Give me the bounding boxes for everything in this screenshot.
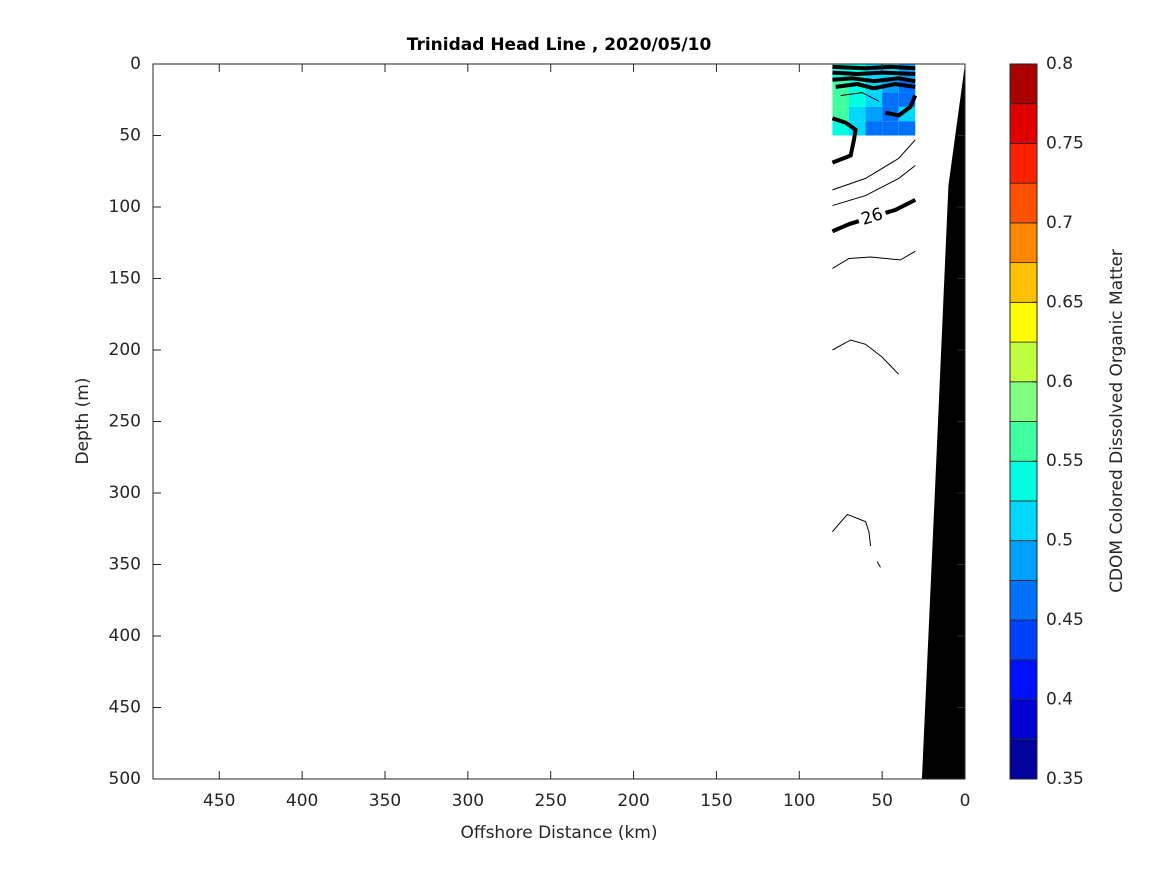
y-tick-label: 50	[119, 126, 141, 146]
colorbar-tick-label: 0.7	[1046, 213, 1073, 233]
colorbar-tick-label: 0.35	[1046, 769, 1084, 789]
colorbar-band	[1009, 659, 1038, 700]
x-tick-label: 50	[871, 791, 893, 811]
field-cell	[865, 92, 883, 107]
contour-line	[832, 165, 916, 207]
colorbar-band	[1009, 579, 1038, 621]
x-tick-label: 450	[203, 791, 235, 811]
colorbar-band	[1009, 301, 1038, 343]
y-tick-label: 300	[109, 483, 141, 503]
colorbar-band	[1009, 381, 1038, 422]
y-tick-label: 350	[109, 555, 141, 575]
colorbar-band	[1009, 421, 1038, 462]
colorbar-tick-label: 0.6	[1046, 372, 1073, 392]
colorbar-tick-label: 0.65	[1046, 292, 1084, 312]
colorbar-band	[1009, 222, 1038, 264]
field-cell	[832, 92, 849, 107]
colorbar-band	[1009, 63, 1038, 105]
contour-line	[832, 250, 916, 269]
chart-title: Trinidad Head Line , 2020/05/10	[407, 35, 712, 55]
field-cell	[849, 92, 866, 107]
contour-line	[885, 94, 918, 118]
field-cell	[849, 106, 866, 122]
y-tick-label: 0	[130, 54, 141, 74]
field-cell	[865, 106, 883, 122]
contour-line	[832, 513, 872, 546]
colorbar-tick-label: 0.75	[1046, 133, 1084, 153]
contour-line	[840, 92, 880, 102]
field-cell	[849, 121, 866, 136]
field-cell	[882, 92, 899, 107]
colorbar-tick-label: 0.8	[1046, 54, 1073, 74]
colorbar-tick-label: 0.4	[1046, 690, 1073, 710]
colorbar-band	[1009, 262, 1038, 303]
colorbar-band	[1009, 619, 1038, 661]
field-cell	[865, 121, 883, 136]
y-tick-label: 150	[109, 269, 141, 289]
colorbar-band	[1009, 699, 1038, 740]
colorbar-band	[1009, 103, 1038, 144]
y-tick-label: 100	[109, 197, 141, 217]
x-tick-label: 100	[783, 791, 815, 811]
x-tick-label: 350	[369, 791, 401, 811]
x-tick-label: 300	[452, 791, 484, 811]
colorbar-band	[1009, 143, 1038, 184]
colorbar-band	[1009, 460, 1038, 502]
y-tick-label: 400	[109, 626, 141, 646]
colorbar-band	[1009, 738, 1038, 780]
colorbar-band	[1009, 341, 1038, 383]
y-axis-label: Depth (m)	[73, 377, 93, 464]
x-tick-label: 400	[286, 791, 318, 811]
contour-line	[876, 561, 881, 568]
colorbar-frame	[1009, 63, 1038, 780]
x-axis-label: Offshore Distance (km)	[460, 823, 657, 843]
contour-line	[832, 76, 916, 84]
x-tick-label: 0	[960, 791, 971, 811]
seafloor	[921, 64, 965, 779]
contour-line	[832, 64, 916, 71]
colorbar-band	[1009, 500, 1038, 542]
colorbar-tick-label: 0.55	[1046, 451, 1084, 471]
y-tick-label: 200	[109, 340, 141, 360]
colorbar-label: CDOM Colored Dissolved Organic Matter	[1107, 249, 1127, 593]
contour-line	[832, 70, 916, 77]
colorbar-band	[1009, 540, 1038, 581]
y-tick-label: 450	[109, 698, 141, 718]
field-cell	[898, 121, 916, 136]
field-cell	[832, 121, 849, 136]
contour-line	[832, 139, 916, 191]
y-tick-label: 250	[109, 412, 141, 432]
contour-label-bg	[855, 203, 889, 231]
y-tick-label: 500	[109, 769, 141, 789]
contour-line	[832, 339, 900, 375]
x-tick-label: 250	[534, 791, 566, 811]
x-tick-label: 150	[700, 791, 732, 811]
plot-frame	[152, 63, 966, 780]
x-tick-label: 200	[617, 791, 649, 811]
field-cell	[882, 121, 899, 136]
colorbar-tick-label: 0.45	[1046, 610, 1084, 630]
colorbar-tick-label: 0.5	[1046, 531, 1073, 551]
colorbar-band	[1009, 182, 1038, 224]
contour-line	[835, 81, 916, 91]
contour-line	[831, 116, 858, 165]
